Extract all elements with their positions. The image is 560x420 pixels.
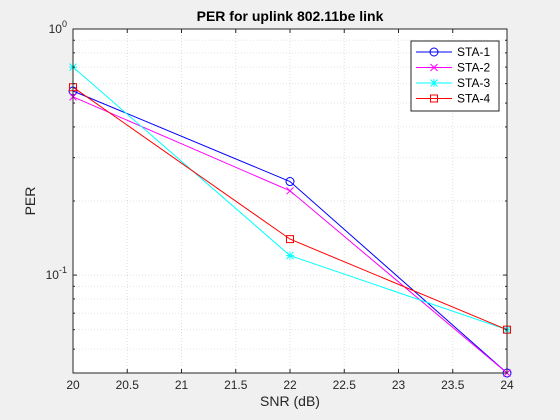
y-tick-label: 10-1 [46,265,67,282]
legend-label-sta-3: STA-3 [457,76,490,90]
chart-title: PER for uplink 802.11be link [197,8,384,24]
y-axis-title: PER [22,187,38,216]
x-tick-label: 21 [175,378,189,392]
series-line-sta-4 [72,86,508,331]
x-axis-title: SNR (dB) [260,393,320,409]
data-point-sta-1 [285,177,295,187]
legend-marker-sta-1 [429,47,439,57]
x-tick-label: 22 [283,378,297,392]
data-point-sta-3 [286,251,294,260]
legend-marker-sta-4 [430,94,438,103]
x-tick-label: 23.5 [441,378,465,392]
series-line-sta-1 [72,90,508,374]
data-point-sta-4 [286,235,294,244]
x-tick-label: 23 [392,378,406,392]
legend-label-sta-4: STA-4 [457,92,490,106]
data-point-sta-2 [286,186,294,195]
y-tick-label-exponent: 0 [62,19,67,29]
y-tick-label-exponent: -1 [59,265,67,275]
y-tick-label: 100 [49,19,67,36]
legend-box [410,40,500,112]
x-tick-label: 24 [500,378,514,392]
x-tick-label: 20.5 [116,378,140,392]
legend-label-sta-1: STA-1 [457,45,490,59]
y-tick-label-base: 10 [49,22,63,36]
x-tick-label: 21.5 [224,378,248,392]
legend-marker-sta-3 [430,79,438,87]
x-tick-label: 20 [66,378,80,392]
legend-label-sta-2: STA-2 [457,61,490,75]
legend-marker-sta-2 [430,63,438,72]
x-tick-label: 22.5 [333,378,357,392]
y-tick-label-base: 10 [46,268,60,282]
